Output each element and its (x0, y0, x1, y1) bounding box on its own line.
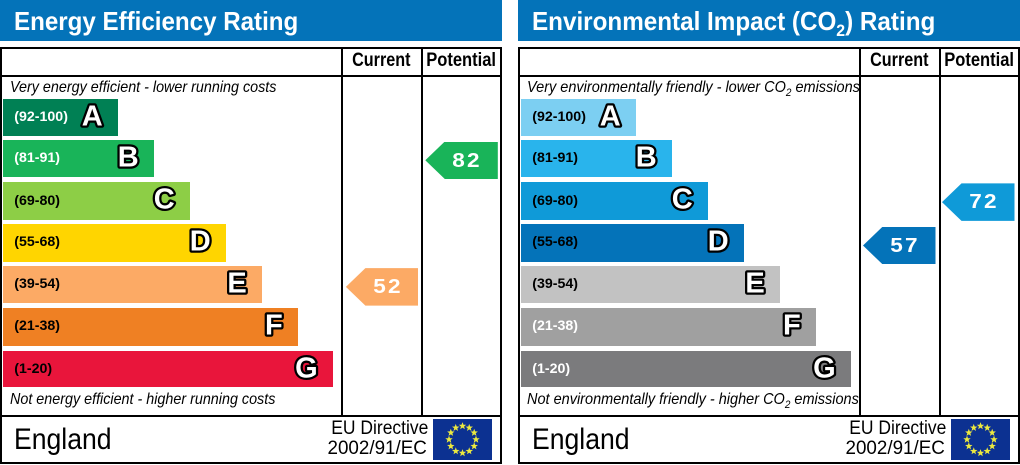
svg-text:F: F (265, 310, 283, 342)
svg-text:D: D (190, 226, 211, 258)
svg-text:A: A (600, 101, 621, 133)
svg-text:G: G (296, 352, 319, 384)
svg-text:C: C (154, 183, 175, 215)
svg-text:F: F (783, 310, 801, 342)
svg-text:G: G (814, 352, 837, 384)
svg-text:A: A (82, 101, 103, 133)
svg-text:B: B (118, 141, 139, 173)
svg-text:B: B (636, 141, 657, 173)
svg-text:E: E (745, 268, 764, 300)
svg-text:C: C (672, 183, 693, 215)
svg-text:E: E (227, 268, 246, 300)
svg-text:D: D (708, 226, 729, 258)
